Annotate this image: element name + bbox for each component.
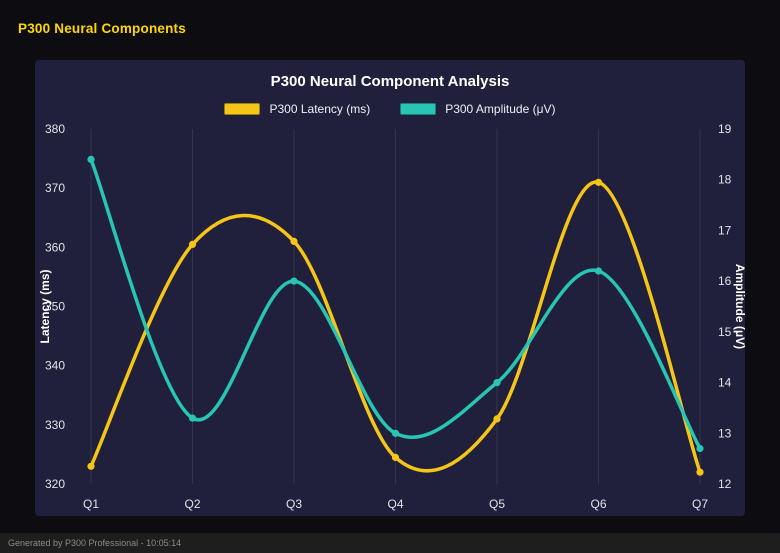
amplitude-point <box>290 277 298 285</box>
latency-point <box>188 240 197 248</box>
x-axis-label: Q6 <box>590 497 606 511</box>
right-axis-tick: 12 <box>718 477 732 491</box>
legend-item-amplitude[interactable]: P300 Amplitude (μV) <box>400 102 556 116</box>
right-axis-tick: 15 <box>718 325 732 339</box>
amplitude-legend-swatch <box>400 103 437 115</box>
latency-point <box>696 468 704 476</box>
left-axis-title: Latency (ms) <box>38 269 52 343</box>
amplitude-legend-label: P300 Amplitude (μV) <box>445 102 556 116</box>
latency-point <box>391 453 400 461</box>
chart-panel: P300 Neural Component Analysis P300 Late… <box>35 60 745 516</box>
status-bar: Generated by P300 Professional - 10:05:1… <box>0 533 780 553</box>
amplitude-point <box>188 414 197 422</box>
right-axis-title: Amplitude (μV) <box>733 264 745 349</box>
right-axis-tick: 13 <box>718 426 732 440</box>
chart-legend: P300 Latency (ms) P300 Amplitude (μV) <box>35 101 745 117</box>
right-axis-tick: 18 <box>718 173 732 187</box>
latency-legend-swatch <box>224 103 261 115</box>
latency-point <box>87 462 95 470</box>
x-axis-label: Q3 <box>286 497 302 511</box>
latency-point <box>290 237 298 245</box>
latency-point <box>594 178 603 186</box>
amplitude-point <box>391 429 400 437</box>
left-axis-tick: 370 <box>45 181 65 195</box>
left-axis-tick: 330 <box>45 418 65 432</box>
amplitude-point <box>87 155 95 163</box>
latency-point <box>493 415 501 423</box>
x-axis-label: Q1 <box>83 497 99 511</box>
x-axis-label: Q2 <box>184 497 200 511</box>
chart-canvas[interactable]: 320 330 340 350 360 370 380 12 13 14 15 16 17 18 19 Q1 Q… <box>35 119 745 515</box>
right-axis-tick: 16 <box>718 274 732 288</box>
amplitude-point <box>594 267 603 275</box>
right-axis-tick: 19 <box>718 122 732 136</box>
left-axis-tick: 380 <box>45 122 65 136</box>
chart-title: P300 Neural Component Analysis <box>270 73 510 90</box>
amplitude-point <box>696 444 704 453</box>
latency-legend-label: P300 Latency (ms) <box>269 102 371 116</box>
left-axis-tick: 340 <box>45 359 65 373</box>
left-axis-tick: 350 <box>45 300 65 314</box>
legend-item-latency[interactable]: P300 Latency (ms) <box>224 102 370 116</box>
left-axis-tick: 320 <box>45 477 65 491</box>
page-title: P300 Neural Components <box>18 21 186 36</box>
left-axis-tick: 360 <box>45 240 65 254</box>
x-axis-label: Q7 <box>692 497 708 511</box>
right-axis-tick: 14 <box>718 376 732 390</box>
amplitude-point <box>493 379 501 387</box>
x-axis-label: Q5 <box>489 497 505 511</box>
right-axis-tick: 17 <box>718 223 732 237</box>
x-axis-label: Q4 <box>387 497 403 511</box>
